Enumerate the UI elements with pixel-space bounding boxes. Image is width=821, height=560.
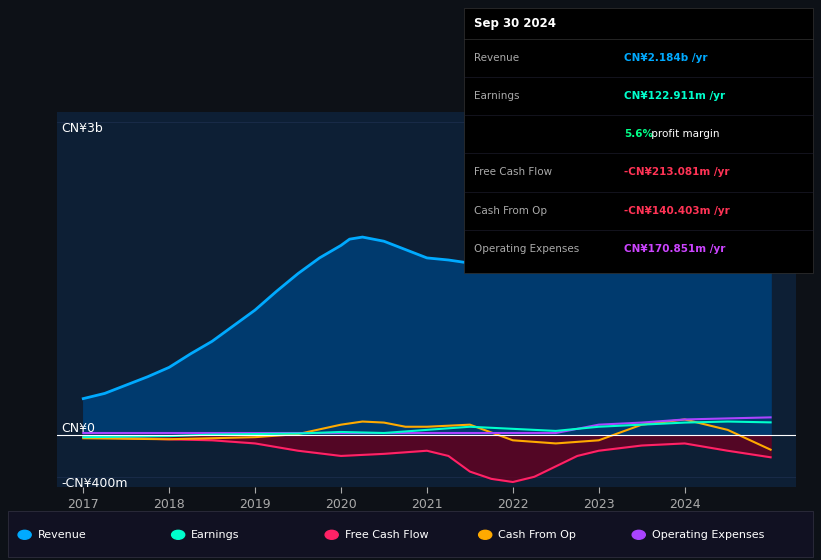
Text: Free Cash Flow: Free Cash Flow [345, 530, 429, 540]
Text: Earnings: Earnings [474, 91, 519, 101]
Text: 5.6%: 5.6% [624, 129, 654, 139]
Text: Earnings: Earnings [191, 530, 240, 540]
Text: Operating Expenses: Operating Expenses [474, 244, 579, 254]
Text: profit margin: profit margin [649, 129, 720, 139]
Text: CN¥122.911m /yr: CN¥122.911m /yr [624, 91, 726, 101]
Text: -CN¥140.403m /yr: -CN¥140.403m /yr [624, 206, 730, 216]
Text: CN¥3b: CN¥3b [62, 123, 103, 136]
Text: CN¥170.851m /yr: CN¥170.851m /yr [624, 244, 726, 254]
Text: CN¥0: CN¥0 [62, 422, 95, 435]
Text: -CN¥213.081m /yr: -CN¥213.081m /yr [624, 167, 730, 178]
Text: Free Cash Flow: Free Cash Flow [474, 167, 552, 178]
Text: Revenue: Revenue [474, 53, 519, 63]
Text: Revenue: Revenue [38, 530, 86, 540]
Text: Cash From Op: Cash From Op [498, 530, 576, 540]
Text: CN¥2.184b /yr: CN¥2.184b /yr [624, 53, 708, 63]
Text: -CN¥400m: -CN¥400m [62, 477, 127, 490]
Text: Operating Expenses: Operating Expenses [652, 530, 764, 540]
Text: Cash From Op: Cash From Op [474, 206, 547, 216]
Text: Sep 30 2024: Sep 30 2024 [474, 17, 556, 30]
